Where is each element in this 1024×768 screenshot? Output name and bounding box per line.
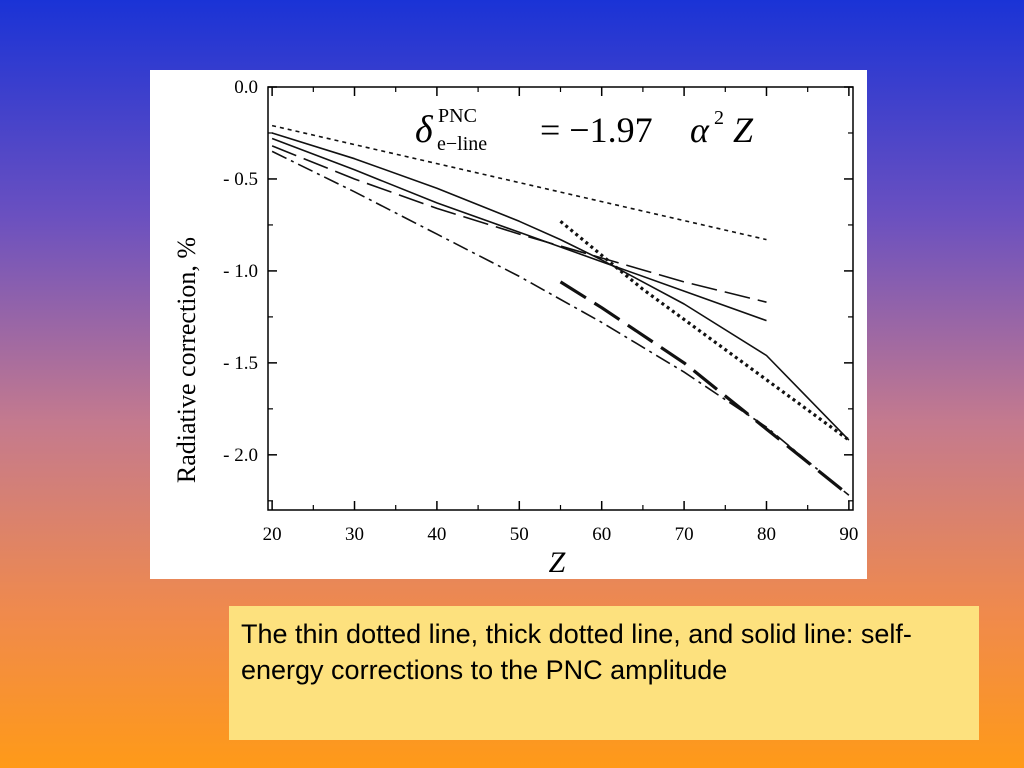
caption-text: The thin dotted line, thick dotted line,…	[241, 619, 912, 685]
formula-alpha-exponent: 2	[714, 107, 724, 129]
formula-alpha: α	[690, 110, 710, 150]
radiative-correction-chart: 20 30 40 50 60 70 80 900.0- 0.5- 1.0- 1.5- 2.0 …	[172, 77, 858, 579]
x-tick-label: 90	[839, 524, 858, 545]
y-axis-label: Radiative correction, %	[172, 237, 201, 483]
series-line-thin-solid	[271, 137, 767, 322]
series-line-thick-long-dash	[559, 280, 850, 497]
series-line-dash-dot	[271, 150, 850, 496]
chart-panel: 20 30 40 50 60 70 80 90 0.0- 0.5- 1.0- 1.5- 2.0 …	[150, 70, 867, 579]
formula-subscript: e−line	[437, 133, 487, 155]
y-tick-label: - 2.0	[223, 445, 258, 466]
formula-z: Z	[733, 110, 754, 150]
series-layer	[271, 124, 850, 497]
y-tick-label: - 1.0	[223, 261, 258, 282]
x-tick-label: 40	[427, 524, 446, 545]
y-tick-label: - 1.5	[223, 353, 258, 374]
x-tick-label: 30	[345, 524, 364, 545]
y-tick-label: - 0.5	[223, 169, 258, 190]
tick-layer: 20 30 40 50 60 70 80 90 0.0 - 0.5 - 1.0 - 1.5 - 2.0	[223, 77, 858, 545]
series-line-solid	[271, 132, 850, 441]
x-tick-label: 70	[675, 524, 694, 545]
formula-annotation: δ PNC e−line = −1.97 α 2 Z	[415, 105, 754, 155]
formula-rhs: = −1.97	[540, 110, 653, 150]
formula-superscript: PNC	[438, 105, 477, 127]
x-tick-label: 50	[510, 524, 529, 545]
formula-delta: δ	[415, 109, 434, 151]
x-tick-label: 20	[263, 524, 282, 545]
caption-box: The thin dotted line, thick dotted line,…	[229, 606, 979, 740]
x-tick-label: 80	[757, 524, 776, 545]
series-line-thick-dotted	[559, 220, 850, 442]
series-line-long-dash	[271, 145, 767, 303]
x-tick-label: 60	[592, 524, 611, 545]
x-axis-label: Z	[549, 546, 566, 579]
y-tick-label: 0.0	[234, 77, 258, 98]
